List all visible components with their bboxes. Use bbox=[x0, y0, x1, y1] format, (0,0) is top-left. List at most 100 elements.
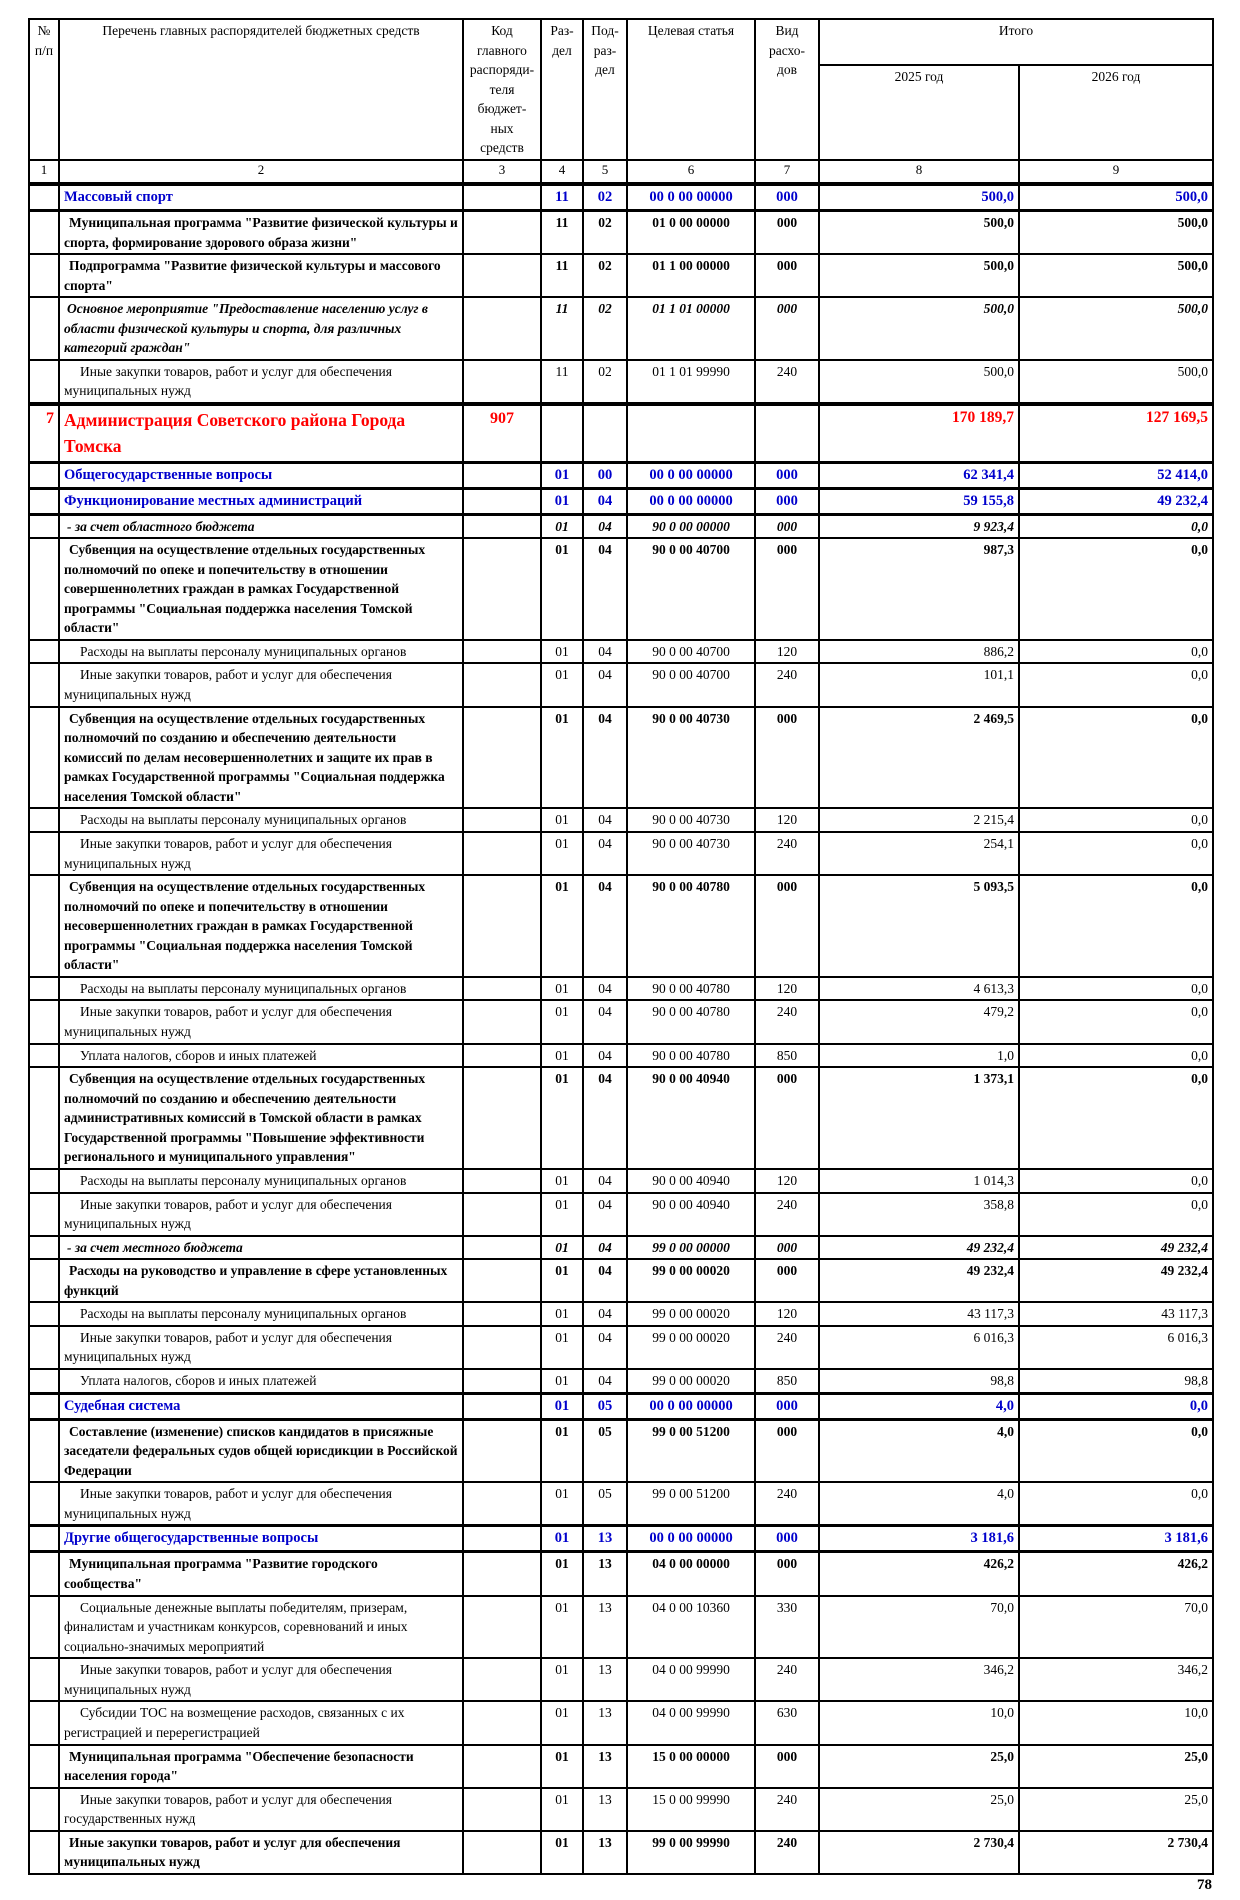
cell-name: Субвенция на осуществление отдельных гос… bbox=[58, 874, 464, 978]
cell-vid bbox=[754, 402, 820, 464]
cell-name: Подпрограмма "Развитие физической культу… bbox=[58, 253, 464, 299]
cell-no bbox=[28, 486, 60, 516]
cell-name: Уплата налогов, сборов и иных платежей bbox=[58, 1368, 464, 1395]
cell-target: 00 0 00 00000 bbox=[626, 182, 756, 212]
cell-razdel: 01 bbox=[540, 1829, 584, 1875]
cell-y2025: 43 117,3 bbox=[818, 1301, 1020, 1327]
cell-vid: 000 bbox=[754, 460, 820, 490]
cell-y2025: 101,1 bbox=[818, 662, 1020, 708]
cell-y2026: 500,0 bbox=[1017, 358, 1215, 406]
cell-y2026: 49 232,4 bbox=[1017, 1258, 1215, 1304]
cell-no bbox=[28, 537, 60, 641]
cell-razdel: 01 bbox=[540, 486, 584, 516]
cell-y2025: 1,0 bbox=[818, 1042, 1020, 1069]
cell-y2025: 2 469,5 bbox=[818, 705, 1020, 810]
cell-name: Социальные денежные выплаты победителям,… bbox=[58, 1594, 464, 1660]
cell-razdel: 01 bbox=[540, 975, 584, 1002]
cell-name: - за счет местного бюджета bbox=[58, 1234, 464, 1261]
cell-target: 90 0 00 00000 bbox=[626, 513, 756, 540]
cell-y2026: 70,0 bbox=[1017, 1594, 1215, 1660]
table-row: Субвенция на осуществление отдельных гос… bbox=[28, 537, 1215, 641]
table-row: Субсидии ТОС на возмещение расходов, свя… bbox=[28, 1700, 1215, 1746]
col-header-code: Код главного распоряди-теля бюджет-ных с… bbox=[462, 18, 542, 161]
col-number-1: 1 bbox=[28, 158, 60, 186]
cell-vid: 240 bbox=[754, 1191, 820, 1237]
cell-y2026: 0,0 bbox=[1017, 975, 1215, 1002]
cell-target: 90 0 00 40940 bbox=[626, 1168, 756, 1194]
cell-no bbox=[28, 1481, 60, 1527]
cell-pod: 04 bbox=[582, 1168, 628, 1194]
cell-target: 99 0 00 51200 bbox=[626, 1418, 756, 1484]
cell-pod: 05 bbox=[582, 1418, 628, 1484]
col-number-9: 9 bbox=[1017, 158, 1215, 186]
cell-y2026: 0,0 bbox=[1017, 807, 1215, 833]
cell-vid: 330 bbox=[754, 1594, 820, 1660]
cell-code bbox=[462, 1657, 542, 1703]
col-header-itogo: Итого bbox=[817, 17, 1215, 67]
cell-code bbox=[462, 1258, 542, 1304]
cell-vid: 000 bbox=[754, 1743, 820, 1789]
cell-no: 7 bbox=[28, 402, 60, 464]
cell-y2025: 1 014,3 bbox=[818, 1168, 1020, 1194]
cell-code bbox=[462, 1743, 542, 1789]
cell-y2025: 98,8 bbox=[818, 1368, 1020, 1395]
cell-target: 90 0 00 40700 bbox=[626, 662, 756, 708]
cell-y2026: 0,0 bbox=[1017, 1418, 1215, 1484]
cell-name: Иные закупки товаров, работ и услуг для … bbox=[58, 1324, 464, 1371]
cell-code bbox=[462, 209, 542, 256]
cell-pod: 05 bbox=[582, 1391, 628, 1421]
cell-razdel: 01 bbox=[540, 460, 584, 490]
cell-target: 90 0 00 40940 bbox=[626, 1066, 756, 1170]
cell-no bbox=[28, 1418, 60, 1484]
cell-code bbox=[462, 1700, 542, 1746]
cell-name: Иные закупки товаров, работ и услуг для … bbox=[58, 1657, 464, 1703]
cell-pod: 13 bbox=[582, 1550, 628, 1597]
cell-target: 01 0 00 00000 bbox=[626, 209, 756, 256]
cell-target: 90 0 00 40700 bbox=[626, 638, 756, 665]
header-row-titles: № п/п Перечень главных распорядителей бю… bbox=[28, 17, 1215, 161]
cell-no bbox=[28, 358, 60, 406]
cell-no bbox=[28, 296, 60, 361]
cell-name: Иные закупки товаров, работ и услуг для … bbox=[58, 662, 464, 708]
cell-y2025: 1 373,1 bbox=[818, 1066, 1020, 1170]
cell-no bbox=[28, 874, 60, 978]
cell-y2026: 426,2 bbox=[1017, 1550, 1215, 1597]
cell-code bbox=[462, 1301, 542, 1327]
table-row: Составление (изменение) списков кандидат… bbox=[28, 1418, 1215, 1484]
table-row: Муниципальная программа "Развитие физиче… bbox=[28, 209, 1215, 256]
cell-name: Уплата налогов, сборов и иных платежей bbox=[58, 1042, 464, 1069]
cell-no bbox=[28, 1368, 60, 1395]
cell-code bbox=[462, 1829, 542, 1875]
cell-pod: 04 bbox=[582, 638, 628, 665]
cell-y2025: 500,0 bbox=[818, 296, 1020, 361]
cell-vid: 240 bbox=[754, 830, 820, 877]
cell-target: 04 0 00 99990 bbox=[626, 1657, 756, 1703]
cell-pod: 04 bbox=[582, 1066, 628, 1170]
cell-pod: 02 bbox=[582, 182, 628, 212]
cell-target: 99 0 00 00020 bbox=[626, 1301, 756, 1327]
cell-vid: 000 bbox=[754, 1550, 820, 1597]
cell-target: 01 1 01 99990 bbox=[626, 358, 756, 406]
cell-code bbox=[462, 638, 542, 665]
col-number-3: 3 bbox=[462, 158, 542, 186]
cell-vid: 120 bbox=[754, 638, 820, 665]
table-row: Расходы на руководство и управление в сф… bbox=[28, 1258, 1215, 1304]
cell-name: Расходы на выплаты персоналу муниципальн… bbox=[58, 638, 464, 665]
table-row: Подпрограмма "Развитие физической культу… bbox=[28, 253, 1215, 299]
cell-y2026: 2 730,4 bbox=[1017, 1829, 1215, 1875]
table-row: Иные закупки товаров, работ и услуг для … bbox=[28, 358, 1215, 406]
header-row-years: 2025 год 2026 год bbox=[29, 64, 1215, 161]
cell-vid: 120 bbox=[754, 1301, 820, 1327]
cell-y2025: 3 181,6 bbox=[818, 1524, 1020, 1554]
cell-y2025: 358,8 bbox=[818, 1191, 1020, 1237]
cell-name: Расходы на выплаты персоналу муниципальн… bbox=[58, 1301, 464, 1327]
cell-pod: 13 bbox=[582, 1594, 628, 1660]
cell-target: 01 1 01 00000 bbox=[626, 296, 756, 361]
cell-vid: 000 bbox=[754, 209, 820, 256]
cell-name: Основное мероприятие "Предоставление нас… bbox=[58, 296, 464, 361]
cell-y2026: 0,0 bbox=[1017, 1391, 1215, 1421]
cell-y2026: 0,0 bbox=[1017, 638, 1215, 665]
cell-target: 90 0 00 40780 bbox=[626, 1042, 756, 1069]
cell-pod: 04 bbox=[582, 513, 628, 540]
